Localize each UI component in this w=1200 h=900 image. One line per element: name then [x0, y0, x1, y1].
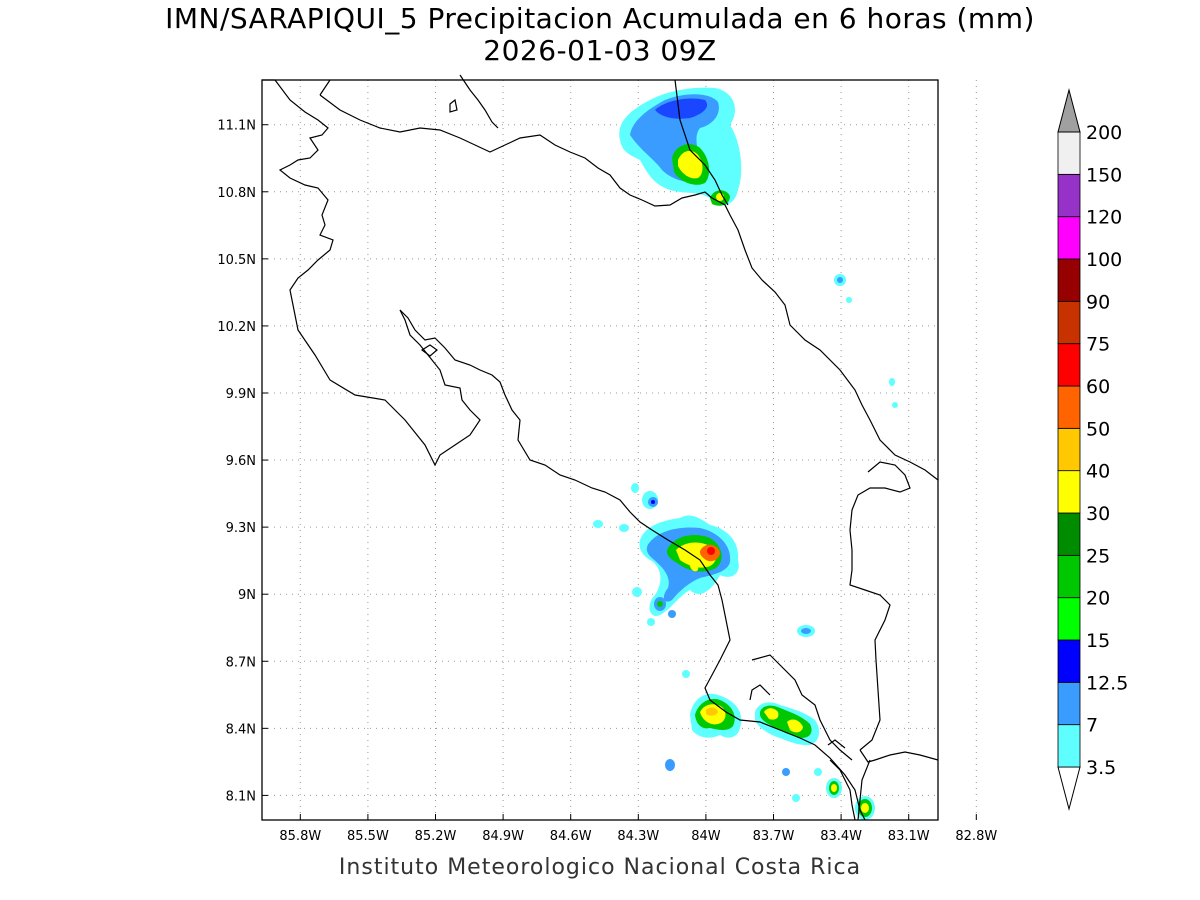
colorbar-swatch [1057, 173, 1081, 218]
gridlines [262, 80, 977, 820]
colorbar-min-triangle [1057, 766, 1081, 811]
coastline-borders [262, 74, 939, 821]
colorbar-label: 30 [1086, 503, 1110, 525]
colorbar-label: 20 [1086, 588, 1110, 610]
colorbar-max-triangle [1057, 88, 1081, 133]
y-tick-label: 8.1N [226, 789, 256, 804]
colorbar-label: 100 [1086, 249, 1122, 271]
colorbar-swatch [1057, 427, 1081, 472]
colorbar-swatch [1057, 385, 1081, 429]
map-subtitle-datetime: 2026-01-03 09Z [483, 34, 717, 67]
colorbar-swatch [1057, 216, 1081, 260]
y-tick-label: 8.4N [226, 722, 256, 737]
colorbar-label: 90 [1086, 291, 1110, 313]
colorbar-label: 7 [1086, 715, 1098, 737]
colorbar-label: 25 [1086, 545, 1110, 567]
colorbar-swatch [1057, 300, 1081, 345]
colorbar-swatch [1057, 681, 1081, 726]
x-tick-label: 84.6W [550, 829, 592, 844]
y-tick-label: 10.2N [217, 320, 256, 335]
y-tick-label: 10.5N [217, 253, 256, 268]
colorbar-swatch [1057, 597, 1081, 641]
map-title: IMN/SARAPIQUI_5 Precipitacion Acumulada … [165, 2, 1035, 35]
map-frame: 85.8W 85.5W 85.2W 84.9W 84.6W 84.3W 84W 83.7W 83… [217, 74, 997, 844]
y-tick-label: 9.6N [226, 454, 256, 469]
colorbar-label: 150 [1086, 164, 1122, 186]
x-tick-label: 85.8W [279, 829, 321, 844]
colorbar-swatch [1057, 343, 1081, 387]
colorbar-swatch [1057, 512, 1081, 556]
x-tick-label: 83.4W [820, 829, 862, 844]
colorbar-swatch [1057, 258, 1081, 302]
y-tick-label: 9N [238, 588, 256, 603]
y-tick-label: 9.3N [226, 521, 256, 536]
colorbar-label: 75 [1086, 334, 1110, 356]
x-tick-label: 84.9W [482, 829, 524, 844]
precip-cell-central [593, 483, 739, 626]
x-tick-label: 82.8W [955, 829, 997, 844]
footer-credit: Instituto Meteorologico Nacional Costa R… [338, 855, 862, 880]
colorbar-label: 50 [1086, 418, 1110, 440]
colorbar-label: 200 [1086, 122, 1122, 144]
precip-cell-south [665, 274, 898, 820]
colorbar-label: 120 [1086, 207, 1122, 229]
colorbar-swatch [1057, 554, 1081, 599]
x-tick-label: 83.1W [888, 829, 930, 844]
x-tick-label: 85.5W [347, 829, 389, 844]
x-tick-label: 83.7W [753, 829, 795, 844]
x-tick-label: 84W [691, 829, 721, 844]
colorbar-legend: 3.5 7 12.5 15 20 25 30 40 50 60 75 90 100 120 150 200 [1057, 88, 1128, 811]
colorbar-label: 15 [1086, 630, 1110, 652]
colorbar-label: 40 [1086, 461, 1110, 483]
colorbar-swatch [1057, 639, 1081, 683]
colorbar-label: 3.5 [1086, 757, 1116, 779]
map-border [261, 79, 939, 821]
colorbar-swatch [1057, 131, 1081, 175]
colorbar-swatch [1057, 724, 1081, 768]
y-tick-label: 9.9N [226, 387, 256, 402]
precipitation-field [593, 87, 898, 820]
precip-cell-north [619, 87, 742, 206]
x-tick-label: 85.2W [415, 829, 457, 844]
colorbar-label: 12.5 [1086, 672, 1128, 694]
x-tick-label: 84.3W [617, 829, 659, 844]
y-axis: 11.1N 10.8N 10.5N 10.2N 9.9N 9.6N 9.3N 9N 8.7N 8.… [217, 119, 268, 804]
y-tick-label: 10.8N [217, 186, 256, 201]
colorbar-label: 60 [1086, 376, 1110, 398]
colorbar-swatch [1057, 470, 1081, 514]
y-tick-label: 11.1N [217, 119, 256, 134]
x-axis: 85.8W 85.5W 85.2W 84.9W 84.6W 84.3W 84W 83.7W 83… [279, 814, 997, 844]
y-tick-label: 8.7N [226, 655, 256, 670]
